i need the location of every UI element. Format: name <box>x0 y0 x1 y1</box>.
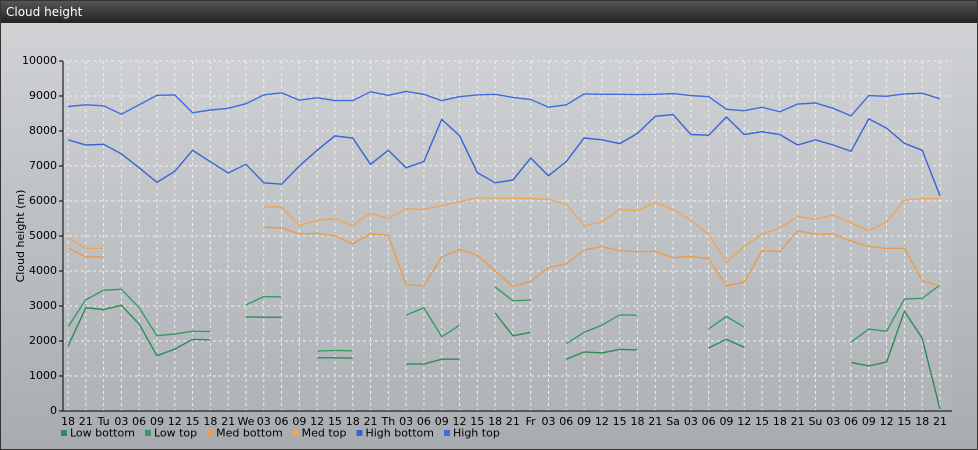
x-tick-label: 21 <box>648 415 662 428</box>
series-line <box>67 113 941 197</box>
legend-swatch <box>61 430 67 436</box>
x-tick-label: 06 <box>559 415 573 428</box>
legend-swatch <box>207 430 214 436</box>
y-tick-label: 2000 <box>29 334 57 347</box>
x-tick-label: 12 <box>880 415 894 428</box>
window-title: Cloud height <box>1 1 977 23</box>
x-tick-label: 15 <box>613 415 627 428</box>
x-tick-label: 12 <box>737 415 751 428</box>
x-tick-label: 12 <box>595 415 609 428</box>
x-tick-label: We <box>237 415 254 428</box>
legend-label: Med top <box>302 427 347 440</box>
x-tick-label: Th <box>380 415 395 428</box>
x-tick-label: 03 <box>684 415 698 428</box>
legend-swatch <box>356 430 363 436</box>
x-tick-label: 06 <box>132 415 146 428</box>
x-tick-label: 21 <box>79 415 93 428</box>
x-tick-label: 18 <box>61 415 75 428</box>
x-tick-label: 15 <box>755 415 769 428</box>
x-tick-label: 15 <box>186 415 200 428</box>
x-tick-label: 03 <box>114 415 128 428</box>
series-line <box>67 90 941 117</box>
x-tick-label: 18 <box>346 415 360 428</box>
x-tick-label: 18 <box>915 415 929 428</box>
y-tick-label: 10000 <box>22 54 57 67</box>
legend-label: High top <box>453 427 500 440</box>
legend-swatch <box>144 430 151 436</box>
x-tick-label: Su <box>808 415 822 428</box>
x-tick-label: 06 <box>417 415 431 428</box>
y-tick-label: 0 <box>50 404 57 417</box>
series-line <box>67 226 941 288</box>
x-tick-label: 09 <box>719 415 733 428</box>
y-axis-label: Cloud height (m) <box>14 190 27 283</box>
x-tick-label: 21 <box>506 415 520 428</box>
x-tick-label: 09 <box>435 415 449 428</box>
legend-label: Low top <box>154 427 197 440</box>
x-tick-label: 21 <box>221 415 235 428</box>
x-tick-label: 12 <box>453 415 467 428</box>
x-tick-label: 09 <box>292 415 306 428</box>
x-tick-label: 06 <box>702 415 716 428</box>
legend-swatch <box>444 430 450 436</box>
x-tick-label: 12 <box>168 415 182 428</box>
x-tick-label: 09 <box>577 415 591 428</box>
x-tick-label: 03 <box>399 415 413 428</box>
y-tick-label: 5000 <box>29 229 57 242</box>
legend-label: Med bottom <box>216 427 283 440</box>
y-tick-label: 3000 <box>29 299 57 312</box>
x-tick-label: 15 <box>470 415 484 428</box>
y-tick-label: 6000 <box>29 194 57 207</box>
x-tick-label: Fr <box>526 415 537 428</box>
y-tick-label: 4000 <box>29 264 57 277</box>
x-tick-label: 21 <box>791 415 805 428</box>
x-tick-label: 21 <box>364 415 378 428</box>
x-tick-label: 18 <box>488 415 502 428</box>
x-tick-label: 15 <box>897 415 911 428</box>
series-line <box>67 304 941 410</box>
y-tick-label: 9000 <box>29 89 57 102</box>
x-tick-label: 03 <box>541 415 555 428</box>
x-tick-label: Tu <box>97 415 110 428</box>
y-tick-label: 7000 <box>29 159 57 172</box>
chart: 0 1000 2000 3000 4000 5000 6000 7000 8000 9000 100… <box>14 54 952 440</box>
y-tick-label: 1000 <box>29 369 57 382</box>
x-tick-label: Sa <box>666 415 680 428</box>
legend-label: Low bottom <box>70 427 135 440</box>
x-tick-label: 09 <box>862 415 876 428</box>
series-line <box>67 197 940 264</box>
x-tick-label: 12 <box>310 415 324 428</box>
legend-swatch <box>292 430 299 436</box>
y-tick-label: 8000 <box>29 124 57 137</box>
x-tick-label: 09 <box>150 415 164 428</box>
x-tick-label: 06 <box>275 415 289 428</box>
x-tick-label: 03 <box>257 415 271 428</box>
legend-label: High bottom <box>365 427 434 440</box>
x-tick-label: 15 <box>328 415 342 428</box>
x-tick-label: 18 <box>773 415 787 428</box>
x-tick-label: 18 <box>203 415 217 428</box>
series-line <box>67 284 941 352</box>
x-tick-label: 06 <box>844 415 858 428</box>
x-tick-label: 03 <box>826 415 840 428</box>
x-tick-label: 21 <box>933 415 947 428</box>
x-tick-label: 18 <box>630 415 644 428</box>
